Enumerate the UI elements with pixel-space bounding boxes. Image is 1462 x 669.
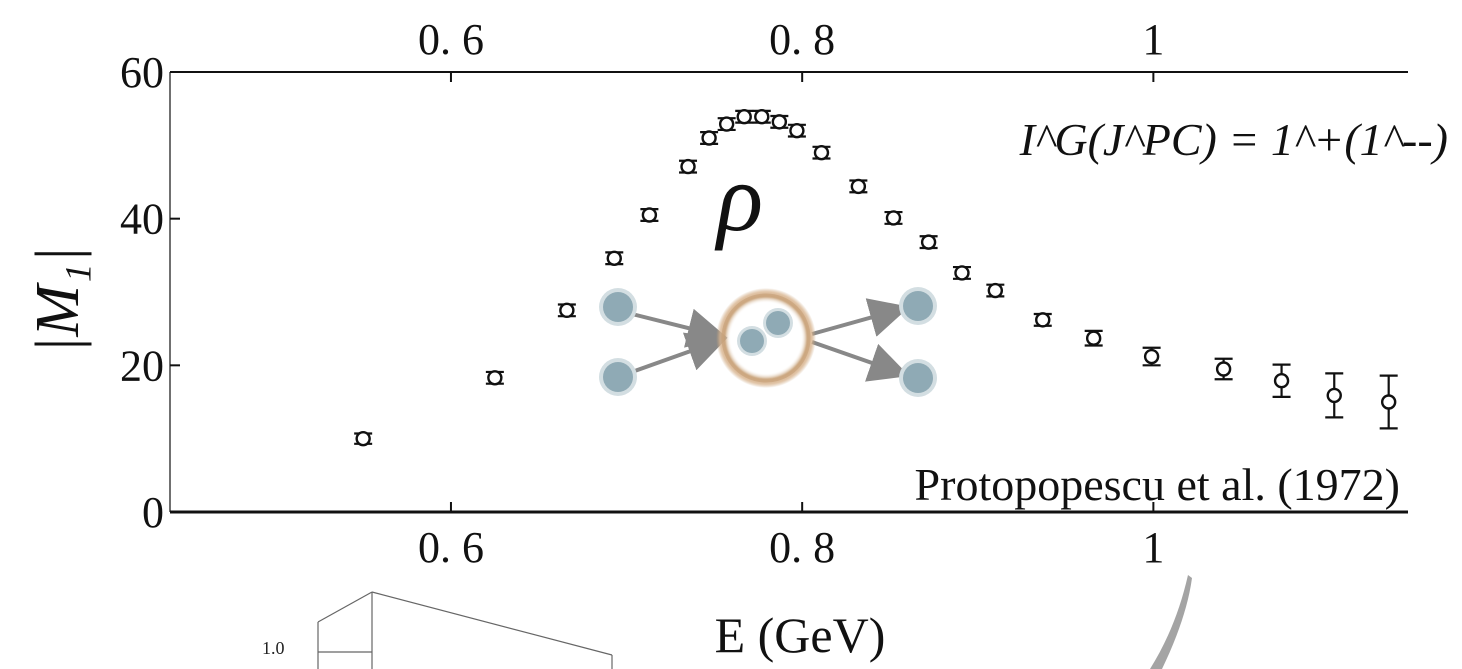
data-point <box>1379 374 1398 430</box>
background-scribble <box>1150 575 1192 669</box>
data-point <box>735 109 754 125</box>
data-marker <box>559 302 575 319</box>
background-panel-tick-label: 1.0 <box>262 638 285 658</box>
data-point <box>849 178 868 195</box>
data-marker <box>813 144 830 161</box>
data-marker <box>487 370 503 386</box>
outgoing-particle-icon <box>899 287 937 325</box>
bound-quark-icon <box>737 308 793 356</box>
data-points <box>354 109 1398 447</box>
data-point <box>1272 363 1291 398</box>
y-tick-label: 20 <box>120 341 164 390</box>
data-marker <box>789 122 805 139</box>
data-point <box>717 116 736 132</box>
x-tick-label-top: 0. 8 <box>769 15 835 64</box>
quantum-numbers-label: I^G(J^PC) = 1^+(1^--) <box>1019 114 1448 165</box>
x-tick-label-top: 0. 6 <box>418 15 484 64</box>
data-point <box>679 158 698 175</box>
y-ticks: 0 20 40 60 <box>120 48 180 537</box>
data-marker <box>606 250 622 266</box>
data-marker <box>355 430 371 447</box>
data-point <box>770 114 789 130</box>
data-marker <box>920 234 937 250</box>
data-point <box>884 210 903 226</box>
x-ticks-top: 0. 6 0. 8 1 <box>418 15 1164 82</box>
data-point <box>605 250 624 266</box>
x-tick-label-bottom: 0. 8 <box>769 523 835 572</box>
data-marker <box>885 210 902 226</box>
data-marker <box>1035 312 1051 328</box>
x-tick-label-bottom: 0. 6 <box>418 523 484 572</box>
data-point <box>812 144 831 161</box>
data-point <box>986 282 1005 299</box>
data-marker <box>1215 361 1232 377</box>
data-marker <box>1273 373 1290 389</box>
data-point <box>952 265 971 281</box>
y-tick-label: 40 <box>120 195 164 244</box>
y-tick-label: 60 <box>120 48 164 97</box>
data-marker <box>954 265 970 281</box>
data-point <box>1325 372 1344 419</box>
data-point <box>752 109 771 125</box>
data-marker <box>987 282 1004 299</box>
data-marker <box>1326 387 1342 404</box>
data-marker <box>1143 348 1160 365</box>
resonance-symbol: ρ <box>714 144 763 251</box>
y-axis-label: |M₁| <box>24 246 92 353</box>
outgoing-particle-icon <box>899 359 937 397</box>
data-point <box>354 430 373 447</box>
data-point <box>1214 357 1233 381</box>
data-marker <box>1085 330 1102 346</box>
data-point <box>1084 329 1103 347</box>
data-marker <box>850 178 867 195</box>
x-tick-label-top: 1 <box>1142 15 1164 64</box>
data-point <box>640 207 659 223</box>
data-point <box>1033 312 1052 328</box>
data-point <box>485 370 504 386</box>
data-point <box>1142 346 1161 367</box>
data-marker <box>718 116 735 132</box>
data-marker <box>680 158 696 175</box>
x-ticks-bottom: 0. 6 0. 8 1 <box>418 502 1164 572</box>
source-annotation: Protopopescu et al. (1972) <box>915 459 1400 510</box>
data-marker <box>641 207 658 223</box>
data-point <box>919 234 938 250</box>
data-marker <box>771 114 788 130</box>
data-point <box>700 130 719 146</box>
y-tick-label: 0 <box>142 488 164 537</box>
data-point <box>787 122 806 139</box>
data-marker <box>754 109 770 125</box>
data-point <box>557 302 576 319</box>
x-axis-label: E (GeV) <box>715 607 886 663</box>
incoming-particle-icon <box>599 288 637 326</box>
data-marker <box>736 109 752 125</box>
scattering-diagram-icon <box>599 287 937 397</box>
background-3d-panel <box>317 591 613 669</box>
data-marker <box>701 130 717 146</box>
data-marker <box>1380 394 1397 410</box>
incoming-particle-icon <box>599 358 637 396</box>
x-tick-label-bottom: 1 <box>1142 523 1164 572</box>
